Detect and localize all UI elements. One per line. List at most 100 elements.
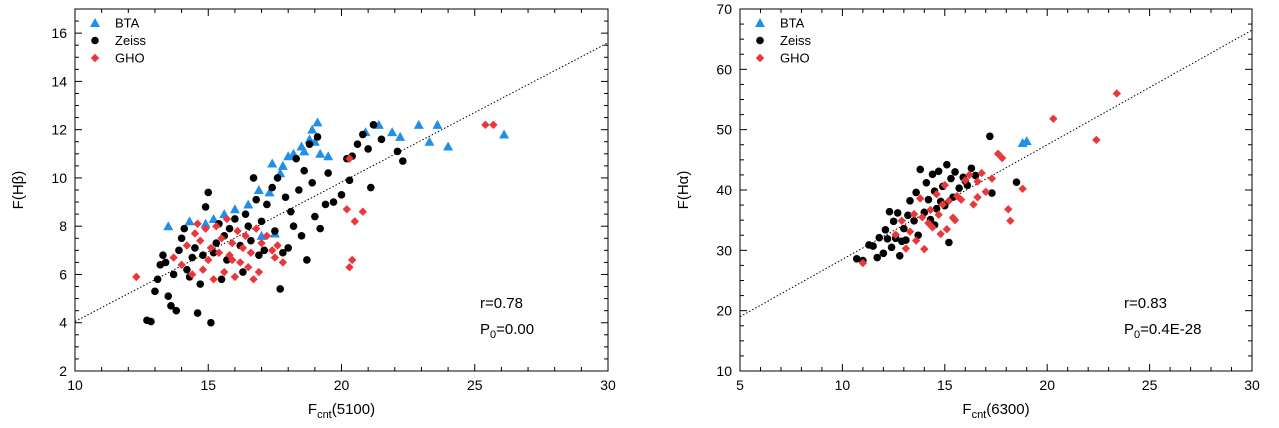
data-point	[282, 193, 290, 201]
probability-p0: P0=0.4E-28	[1124, 321, 1201, 341]
data-point	[873, 254, 881, 262]
data-point	[345, 263, 353, 271]
data-point	[875, 234, 883, 242]
data-point	[322, 201, 330, 209]
legend-label: BTA	[780, 16, 805, 31]
data-point	[276, 285, 284, 293]
x-tick-label: 10	[835, 377, 851, 393]
data-point	[1006, 217, 1014, 225]
y-axis-label-main: F(H	[675, 184, 692, 209]
x-tick-label: 10	[67, 377, 83, 393]
data-point	[243, 199, 253, 208]
data-point	[169, 253, 177, 261]
legend-label: GHO	[780, 51, 810, 66]
data-point	[183, 241, 191, 249]
data-point	[351, 217, 359, 225]
data-point	[986, 133, 994, 141]
data-point	[247, 249, 255, 257]
data-point	[263, 201, 271, 209]
data-point	[231, 215, 239, 223]
data-point	[902, 244, 910, 252]
data-point	[191, 244, 199, 252]
data-point	[869, 242, 877, 250]
data-point	[295, 186, 303, 194]
data-point	[303, 256, 311, 264]
data-point	[348, 256, 356, 264]
data-point	[890, 218, 898, 226]
data-point	[204, 189, 212, 197]
data-point	[255, 268, 263, 276]
legend-marker-bta	[90, 18, 100, 27]
data-point	[1049, 115, 1057, 123]
y-tick-label: 10	[716, 363, 732, 379]
x-tick-label: 15	[937, 377, 953, 393]
data-point	[180, 225, 188, 233]
data-point	[230, 204, 240, 213]
data-point	[394, 148, 402, 156]
legend-marker-zeiss	[91, 37, 99, 45]
x-tick-label: 20	[334, 377, 350, 393]
data-point	[370, 121, 378, 129]
data-point	[147, 318, 155, 326]
x-tick-label: 20	[1039, 377, 1055, 393]
x-tick-label: 25	[467, 377, 483, 393]
data-point	[920, 245, 928, 253]
data-point	[300, 167, 308, 175]
data-point	[287, 208, 295, 216]
data-point	[988, 189, 996, 197]
y-tick-label: 70	[716, 1, 732, 17]
data-point	[311, 213, 319, 221]
data-point	[923, 179, 931, 187]
data-point	[1013, 178, 1021, 186]
probability-p0: P0=0.00	[480, 321, 534, 341]
data-point	[314, 133, 322, 141]
x-axis-label-rest: (6300)	[986, 401, 1029, 418]
series-zeiss	[853, 133, 1020, 265]
x-tick-label: 25	[1142, 377, 1158, 393]
data-point	[191, 229, 199, 237]
data-point	[236, 258, 244, 266]
legend-marker-bta	[755, 18, 765, 27]
data-point	[902, 236, 910, 244]
y-tick-label: 40	[716, 182, 732, 198]
data-point	[443, 142, 453, 151]
legend-label: BTA	[115, 16, 140, 31]
data-point	[973, 193, 981, 201]
x-axis-label-rest: (5100)	[332, 401, 375, 418]
data-point	[290, 222, 298, 230]
data-point	[175, 247, 183, 255]
p0-main: P	[1124, 321, 1134, 338]
data-point	[316, 225, 324, 233]
y-tick-label: 50	[716, 122, 732, 138]
x-axis-label-sub: cnt	[972, 409, 987, 421]
data-point	[1092, 136, 1100, 144]
data-point	[268, 184, 276, 192]
data-point	[279, 249, 287, 257]
data-point	[880, 250, 888, 258]
data-point	[323, 151, 333, 160]
plot-frame	[75, 9, 608, 371]
data-point	[395, 132, 405, 141]
data-point	[267, 158, 277, 167]
data-point	[414, 120, 424, 129]
p0-value: =0.4E-28	[1140, 321, 1201, 338]
data-point	[354, 140, 362, 148]
data-point	[154, 275, 162, 283]
y-tick-label: 2	[59, 363, 67, 379]
legend: BTAZeissGHO	[755, 16, 812, 66]
x-axis-label: Fcnt(5100)	[308, 401, 375, 421]
data-point	[220, 268, 228, 276]
legend-label: GHO	[115, 51, 145, 66]
data-point	[937, 230, 945, 238]
data-point	[315, 149, 325, 158]
panel-hbeta: 10 15 20 25 30 2 4 6 8 10 12 14 16 Fcnt(5100) F(Hβ) BTA…	[10, 9, 616, 421]
x-tick-label: 15	[200, 377, 216, 393]
data-point	[196, 236, 204, 244]
data-point	[367, 184, 375, 192]
fit-line	[740, 30, 1252, 317]
data-point	[399, 157, 407, 165]
data-point	[499, 129, 509, 138]
data-point	[274, 174, 282, 182]
data-point	[894, 209, 902, 217]
data-point	[988, 174, 996, 182]
